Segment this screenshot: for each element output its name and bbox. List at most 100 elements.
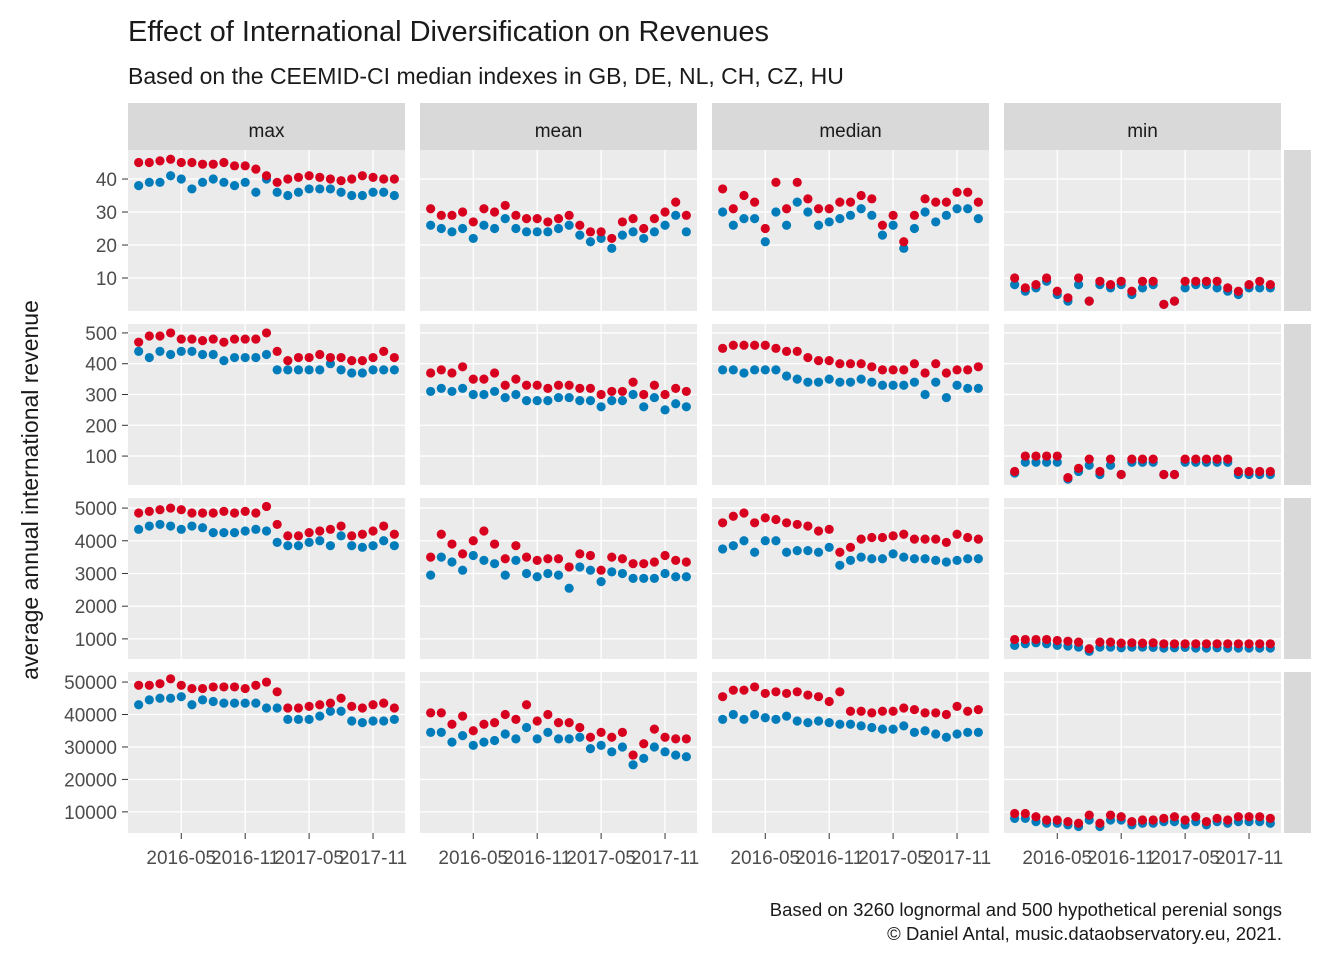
point	[728, 204, 738, 214]
point	[575, 220, 585, 230]
point	[325, 174, 336, 184]
point	[208, 334, 218, 344]
point	[1116, 469, 1126, 480]
point	[166, 503, 176, 513]
point	[867, 722, 877, 733]
point	[867, 708, 877, 718]
point	[681, 557, 691, 567]
point	[1127, 817, 1137, 827]
point	[596, 565, 606, 575]
point	[660, 550, 670, 561]
column-strip-label: min	[1127, 121, 1158, 142]
caption: © Daniel Antal, music.dataobservatory.eu…	[887, 923, 1282, 944]
point	[283, 531, 293, 541]
point	[1084, 296, 1094, 306]
point	[543, 383, 553, 393]
point	[750, 365, 760, 375]
point	[458, 731, 468, 741]
point	[543, 554, 553, 564]
x-tick-label: 2016-11	[503, 848, 571, 869]
point	[792, 687, 802, 697]
point	[336, 693, 346, 703]
point	[1127, 638, 1137, 648]
point	[347, 541, 357, 551]
point	[888, 549, 898, 559]
point	[283, 356, 293, 366]
point	[660, 389, 670, 400]
point	[564, 210, 574, 220]
point	[607, 243, 617, 253]
point	[781, 204, 792, 214]
point	[272, 537, 282, 548]
point	[187, 157, 197, 168]
point	[261, 526, 272, 536]
point	[389, 541, 399, 551]
point	[1042, 634, 1052, 645]
point	[867, 362, 877, 372]
point	[628, 389, 638, 400]
point	[963, 706, 973, 716]
y-tick-label: 30000	[64, 738, 117, 759]
point	[718, 365, 728, 375]
point	[760, 688, 770, 699]
point	[447, 368, 457, 378]
point	[500, 729, 510, 739]
point	[803, 521, 813, 531]
point	[718, 544, 728, 554]
point	[617, 396, 628, 406]
point	[293, 531, 304, 541]
point	[739, 536, 749, 546]
point	[856, 534, 866, 544]
point	[197, 523, 208, 533]
point	[368, 716, 378, 726]
point	[671, 383, 681, 393]
point	[1031, 451, 1041, 461]
point	[564, 220, 574, 230]
point	[575, 396, 585, 406]
point	[283, 714, 293, 724]
y-axis-label: average annual international revenue	[17, 300, 43, 680]
point	[468, 389, 478, 400]
y-tick-label: 50000	[64, 673, 117, 694]
point	[521, 380, 532, 390]
point	[219, 356, 229, 366]
point	[1052, 815, 1062, 825]
point	[813, 204, 824, 214]
point	[543, 727, 553, 737]
point	[1073, 273, 1084, 283]
point	[336, 521, 346, 531]
point	[952, 187, 962, 197]
point	[166, 154, 176, 164]
point	[718, 184, 728, 194]
point	[187, 521, 197, 531]
point	[272, 703, 282, 713]
point	[771, 687, 781, 697]
point	[585, 565, 596, 575]
point	[511, 210, 521, 220]
point	[155, 177, 165, 187]
point	[792, 197, 802, 207]
point	[251, 187, 261, 197]
point	[511, 714, 521, 724]
point	[888, 220, 898, 230]
point	[197, 159, 208, 169]
point	[728, 541, 738, 551]
point	[315, 526, 325, 536]
point	[750, 709, 760, 720]
point	[166, 349, 176, 360]
point	[728, 685, 738, 695]
strip-background	[420, 103, 697, 150]
point	[909, 727, 920, 737]
point	[426, 708, 436, 718]
point	[660, 207, 670, 217]
point	[229, 352, 240, 363]
point	[426, 386, 436, 397]
point	[867, 532, 877, 543]
point	[813, 716, 824, 726]
point	[739, 714, 749, 724]
point	[952, 204, 962, 214]
point	[347, 356, 357, 366]
point	[1159, 469, 1169, 480]
point	[553, 554, 564, 564]
